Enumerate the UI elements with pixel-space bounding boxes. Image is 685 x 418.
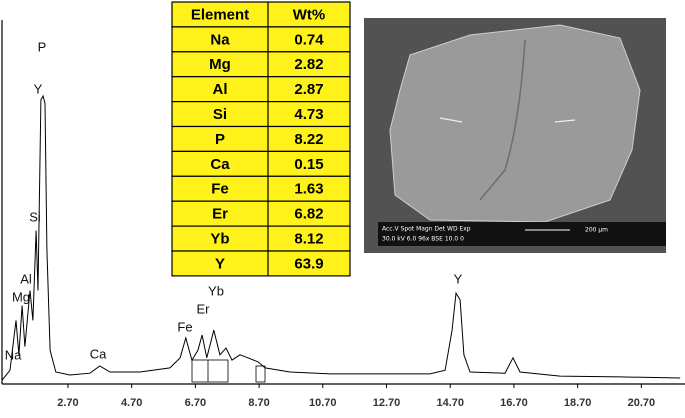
x-tick-label: 10.70: [309, 397, 337, 409]
peak-label: Na: [5, 347, 22, 362]
table-row: [171, 26, 351, 53]
peak-label: Ca: [90, 346, 107, 361]
wt-cell: 6.82: [294, 206, 323, 223]
table-row: [171, 100, 351, 128]
peak-label: Y: [454, 271, 463, 286]
element-cell: Mg: [209, 56, 231, 73]
element-cell: Er: [212, 206, 228, 223]
wt-cell: 2.82: [294, 56, 323, 73]
peak-label: Yb: [208, 283, 224, 298]
sem-info: Acc.V Spot Magn Det WD Exp: [382, 226, 471, 233]
peak-label: Si: [29, 209, 41, 224]
wt-cell: 2.87: [294, 81, 323, 98]
peak-label: Fe: [177, 319, 192, 334]
x-tick-label: 4.70: [121, 397, 142, 409]
element-cell: Fe: [211, 181, 229, 198]
table-row: [171, 175, 351, 202]
wt-cell: 63.9: [294, 255, 323, 272]
wt-cell: 8.12: [294, 231, 323, 248]
element-cell: P: [215, 131, 225, 148]
x-tick-label: 20.70: [628, 397, 656, 409]
x-tick-label: 16.70: [500, 397, 528, 409]
wt-cell: 8.22: [294, 131, 323, 148]
spectrum-line: [1, 94, 681, 381]
element-cell: Yb: [210, 231, 229, 248]
sem-image: Acc.V Spot Magn Det WD Exp 30.0 kV 6.0 9…: [364, 18, 666, 253]
peak-label: P: [38, 39, 47, 54]
peak-label: Al: [20, 271, 32, 286]
table-row: [171, 250, 351, 277]
table-row: [171, 150, 351, 177]
table-row: [171, 51, 351, 78]
header-cell: Wt%: [293, 6, 326, 23]
wt-cell: 4.73: [294, 106, 323, 123]
header-cell: Element: [191, 6, 249, 23]
x-tick-label: 6.70: [185, 397, 206, 409]
element-cell: Al: [213, 81, 228, 98]
element-cell: Na: [210, 31, 230, 48]
element-cell: Y: [215, 255, 225, 272]
sem-scale: 200 µm: [585, 227, 608, 234]
x-tick-label: 12.70: [373, 397, 401, 409]
element-cell: Ca: [210, 156, 230, 173]
peak-label: Y: [34, 81, 43, 96]
x-tick-label: 2.70: [57, 397, 78, 409]
sem-info: 30.0 kV 6.0 96x BSE 10.0 0: [382, 236, 464, 243]
wt-cell: 0.74: [294, 31, 324, 48]
element-cell: Si: [213, 106, 227, 123]
peak-label: Mg: [12, 289, 30, 304]
table: Element Wt% Na 0.74 Mg 2.82 Al 2.87 Si 4.73 P 8.22 C…: [171, 1, 351, 277]
table-row: [171, 200, 351, 227]
peak-label: Er: [197, 301, 211, 316]
table-row: [171, 225, 351, 252]
x-tick-label: 8.70: [248, 397, 269, 409]
x-tick-label: 14.70: [436, 397, 464, 409]
x-tick-label: 18.70: [564, 397, 592, 409]
wt-cell: 0.15: [294, 156, 323, 173]
wt-cell: 1.63: [294, 181, 323, 198]
axis: [1, 20, 685, 385]
table-row: [171, 125, 351, 152]
